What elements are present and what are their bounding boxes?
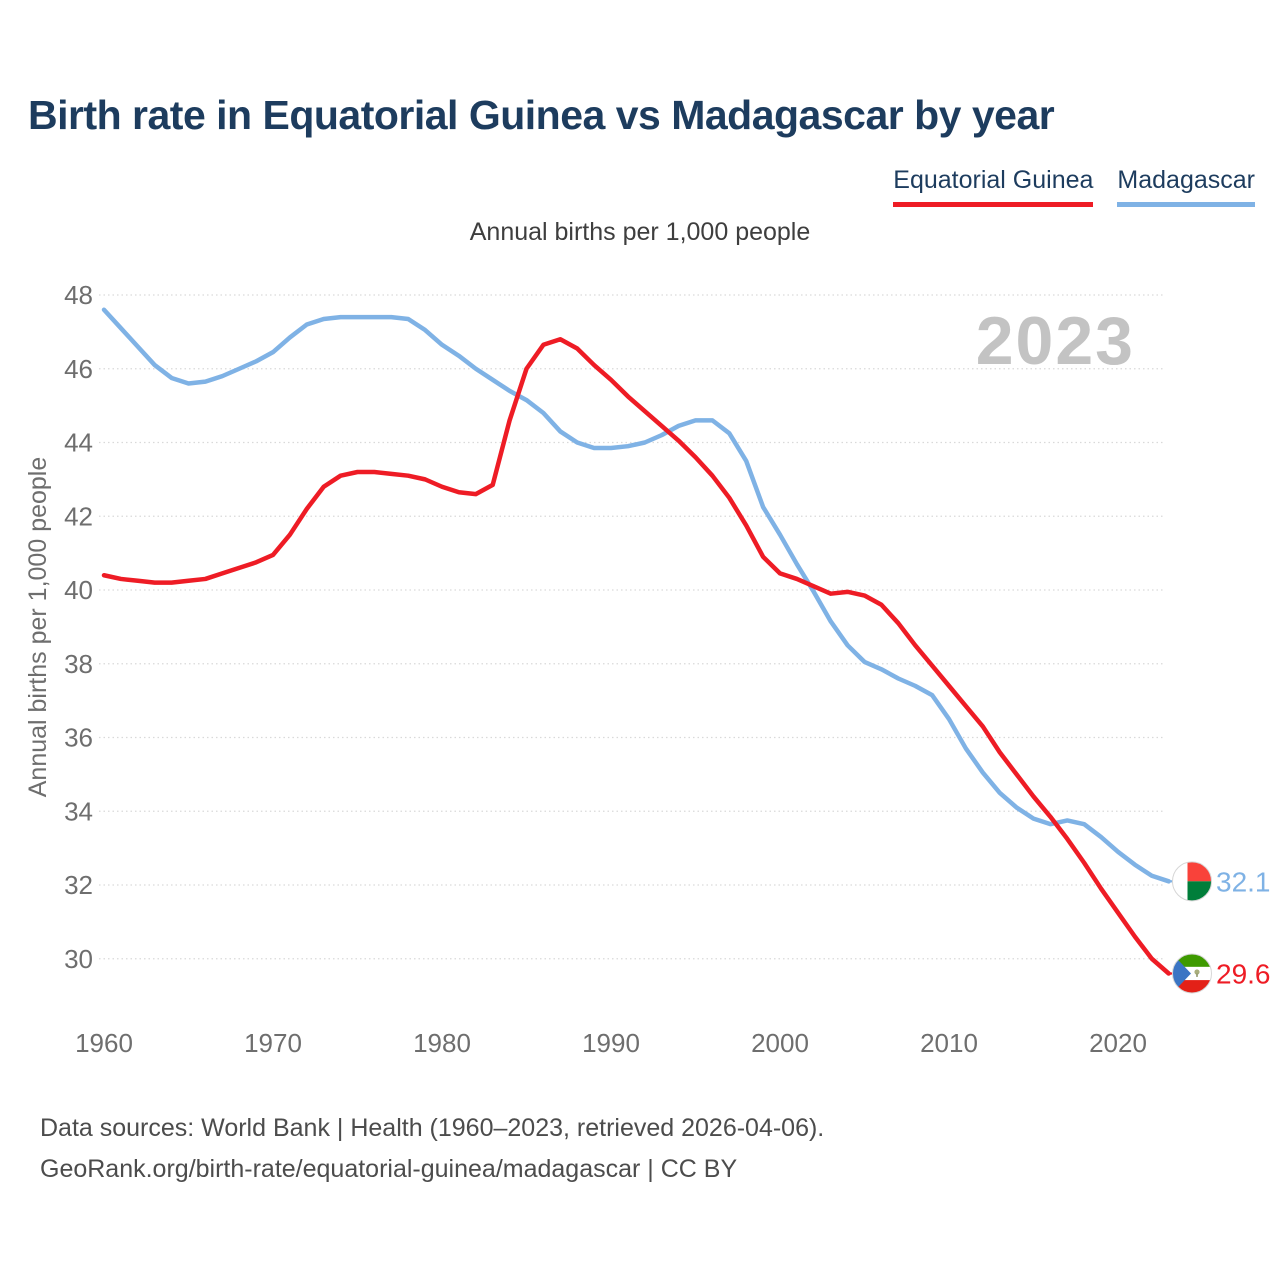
y-tick-label: 36 xyxy=(64,723,93,753)
x-tick-label: 1960 xyxy=(75,1028,133,1058)
y-tick-label: 34 xyxy=(64,796,93,826)
y-tick-label: 30 xyxy=(64,944,93,974)
flag-emblem xyxy=(1194,969,1200,975)
flag-border xyxy=(1172,861,1212,902)
flag-emblem-stem xyxy=(1196,973,1198,977)
y-tick-label: 40 xyxy=(64,575,93,605)
end-value-label-madagascar: 32.1 xyxy=(1216,866,1271,897)
equatorial-guinea-flag-icon-art xyxy=(1172,954,1212,993)
x-tick-label: 2000 xyxy=(751,1028,809,1058)
footer-source-line: Data sources: World Bank | Health (1960–… xyxy=(40,1114,825,1142)
x-tick-label: 2010 xyxy=(920,1028,978,1058)
madagascar-flag-icon xyxy=(1172,861,1212,902)
y-tick-label: 38 xyxy=(64,649,93,679)
watermark-year: 2023 xyxy=(976,303,1135,379)
footer-attribution-line: GeoRank.org/birth-rate/equatorial-guinea… xyxy=(40,1155,738,1183)
legend: Equatorial Guinea Madagascar xyxy=(893,166,1255,207)
x-tick-label: 2020 xyxy=(1089,1028,1147,1058)
x-tick-label: 1990 xyxy=(582,1028,640,1058)
equatorial-guinea-flag-icon xyxy=(1172,953,1212,994)
y-tick-label: 46 xyxy=(64,354,93,384)
flag-green-band xyxy=(1172,954,1212,967)
flag-red-band xyxy=(1172,980,1212,993)
x-tick-label: 1970 xyxy=(244,1028,302,1058)
chart-subtitle: Annual births per 1,000 people xyxy=(469,218,811,246)
footer: Data sources: World Bank | Health (1960–… xyxy=(40,1108,824,1190)
page-title: Birth rate in Equatorial Guinea vs Madag… xyxy=(28,92,1055,138)
legend-item-equatorial-guinea[interactable]: Equatorial Guinea xyxy=(893,166,1094,207)
y-tick-label: 32 xyxy=(64,870,93,900)
y-tick-label: 44 xyxy=(64,428,93,458)
x-tick-label: 1980 xyxy=(413,1028,471,1058)
flag-border xyxy=(1172,953,1212,994)
flag-hoist-triangle xyxy=(1172,954,1191,993)
legend-item-madagascar[interactable]: Madagascar xyxy=(1117,166,1255,207)
y-axis-title: Annual births per 1,000 people xyxy=(24,457,52,798)
series-line-madagascar xyxy=(101,307,1171,884)
y-tick-label: 48 xyxy=(64,280,93,310)
series-line-equatorial-guinea xyxy=(101,337,1171,976)
end-value-label-equatorial-guinea: 29.6 xyxy=(1216,959,1271,990)
y-tick-label: 42 xyxy=(64,501,93,531)
